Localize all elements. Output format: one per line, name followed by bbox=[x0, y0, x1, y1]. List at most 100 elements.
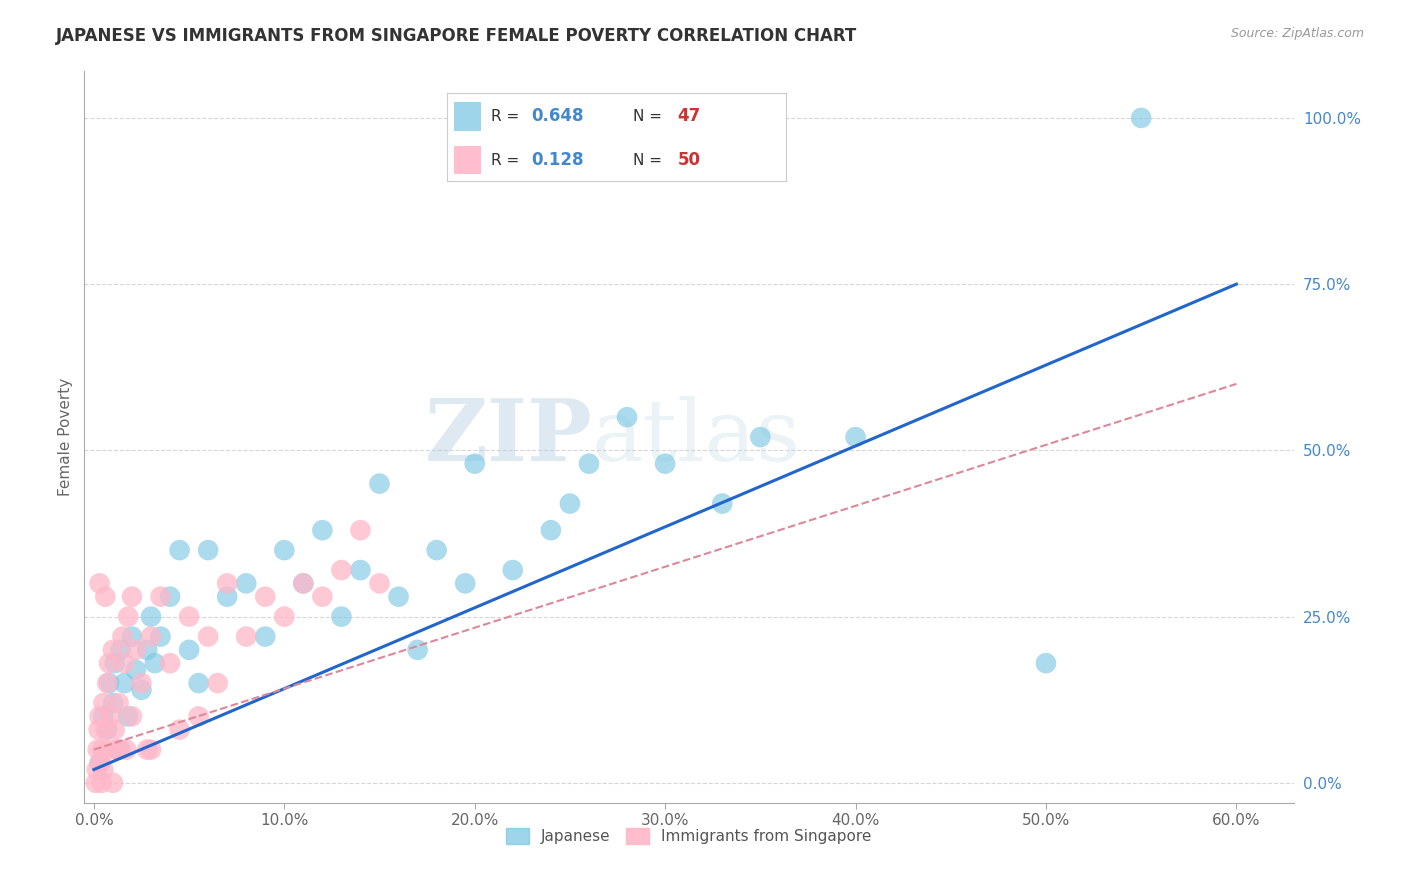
Point bbox=[217, 590, 239, 604]
Point bbox=[578, 457, 600, 471]
Point bbox=[87, 723, 110, 737]
Point bbox=[111, 630, 134, 644]
Point bbox=[107, 742, 129, 756]
Point bbox=[117, 709, 139, 723]
Point bbox=[330, 609, 353, 624]
Point bbox=[616, 410, 638, 425]
Point bbox=[292, 576, 315, 591]
Point bbox=[136, 643, 159, 657]
Point bbox=[98, 742, 121, 756]
Point bbox=[131, 676, 153, 690]
Point bbox=[112, 676, 135, 690]
Point bbox=[149, 630, 172, 644]
Point bbox=[139, 630, 162, 644]
Point bbox=[96, 723, 118, 737]
Point bbox=[235, 630, 257, 644]
Point bbox=[197, 630, 219, 644]
Point bbox=[100, 709, 122, 723]
Point bbox=[235, 576, 257, 591]
Point bbox=[121, 590, 143, 604]
Point bbox=[159, 656, 181, 670]
Point bbox=[169, 723, 191, 737]
Point bbox=[349, 563, 371, 577]
Point bbox=[112, 656, 135, 670]
Point bbox=[98, 676, 121, 690]
Point bbox=[104, 656, 127, 670]
Point bbox=[464, 457, 486, 471]
Point bbox=[96, 676, 118, 690]
Y-axis label: Female Poverty: Female Poverty bbox=[58, 378, 73, 496]
Point bbox=[90, 756, 112, 770]
Point bbox=[93, 763, 115, 777]
Point bbox=[273, 543, 295, 558]
Point bbox=[502, 563, 524, 577]
Point bbox=[169, 543, 191, 558]
Point bbox=[101, 696, 124, 710]
Point bbox=[845, 430, 868, 444]
Point bbox=[110, 643, 132, 657]
Point bbox=[177, 643, 200, 657]
Text: atlas: atlas bbox=[592, 395, 801, 479]
Point bbox=[98, 656, 121, 670]
Point bbox=[139, 609, 162, 624]
Point bbox=[107, 696, 129, 710]
Point bbox=[136, 742, 159, 756]
Point bbox=[749, 430, 772, 444]
Point bbox=[558, 497, 581, 511]
Point bbox=[387, 590, 409, 604]
Point bbox=[1035, 656, 1057, 670]
Point bbox=[101, 776, 124, 790]
Point bbox=[104, 723, 127, 737]
Point bbox=[125, 663, 148, 677]
Point bbox=[115, 742, 138, 756]
Point bbox=[93, 709, 115, 723]
Point bbox=[93, 696, 115, 710]
Point bbox=[187, 676, 209, 690]
Point bbox=[143, 656, 166, 670]
Point bbox=[86, 763, 108, 777]
Point bbox=[84, 776, 107, 790]
Point bbox=[197, 543, 219, 558]
Point bbox=[368, 576, 391, 591]
Point bbox=[254, 590, 277, 604]
Point bbox=[139, 742, 162, 756]
Text: Source: ZipAtlas.com: Source: ZipAtlas.com bbox=[1230, 27, 1364, 40]
Point bbox=[91, 742, 114, 756]
Point bbox=[90, 776, 112, 790]
Point bbox=[121, 630, 143, 644]
Point bbox=[292, 576, 315, 591]
Point bbox=[94, 723, 117, 737]
Point bbox=[654, 457, 676, 471]
Point bbox=[121, 709, 143, 723]
Point bbox=[217, 576, 239, 591]
Point bbox=[131, 682, 153, 697]
Point bbox=[454, 576, 477, 591]
Point bbox=[117, 609, 139, 624]
Point bbox=[101, 643, 124, 657]
Point bbox=[330, 563, 353, 577]
Point bbox=[89, 576, 111, 591]
Point bbox=[149, 590, 172, 604]
Point bbox=[1130, 111, 1153, 125]
Text: JAPANESE VS IMMIGRANTS FROM SINGAPORE FEMALE POVERTY CORRELATION CHART: JAPANESE VS IMMIGRANTS FROM SINGAPORE FE… bbox=[56, 27, 858, 45]
Point bbox=[311, 590, 333, 604]
Point bbox=[89, 756, 111, 770]
Point bbox=[187, 709, 209, 723]
Point bbox=[110, 742, 132, 756]
Point bbox=[105, 742, 128, 756]
Point bbox=[94, 590, 117, 604]
Point bbox=[207, 676, 229, 690]
Point bbox=[406, 643, 429, 657]
Point bbox=[89, 709, 111, 723]
Point bbox=[540, 523, 562, 537]
Point bbox=[273, 609, 295, 624]
Point bbox=[426, 543, 449, 558]
Point bbox=[349, 523, 371, 537]
Point bbox=[368, 476, 391, 491]
Point bbox=[254, 630, 277, 644]
Text: ZIP: ZIP bbox=[425, 395, 592, 479]
Legend: Japanese, Immigrants from Singapore: Japanese, Immigrants from Singapore bbox=[501, 822, 877, 850]
Point bbox=[159, 590, 181, 604]
Point bbox=[177, 609, 200, 624]
Point bbox=[86, 742, 108, 756]
